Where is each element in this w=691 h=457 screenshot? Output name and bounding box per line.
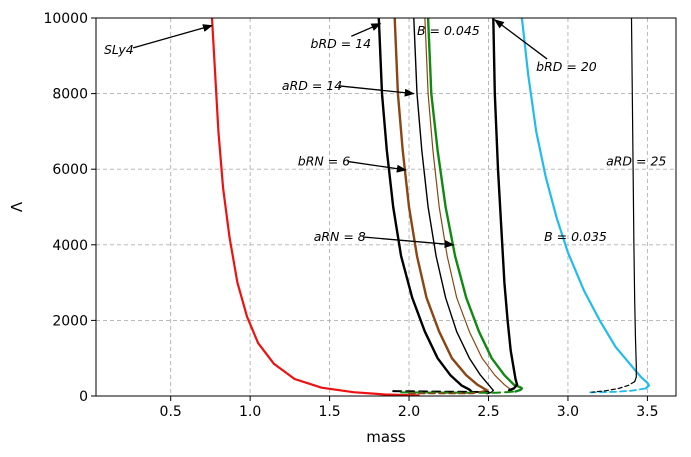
series-line: bRN = 6 (thin)	[424, 18, 513, 393]
annotation-arrow	[347, 160, 407, 173]
annotation-label: bRD = 14	[311, 36, 372, 51]
series-line: B = 0.035 (unstable)	[589, 387, 647, 394]
x-tick-label: 1.5	[318, 404, 340, 420]
series-line: bRD = 14	[377, 18, 473, 393]
series-line: B = 0.045	[426, 18, 524, 393]
series-line: unstable branch 2	[400, 390, 517, 394]
y-tick-label: 2000	[52, 313, 88, 329]
x-tick-label: 0.5	[160, 404, 182, 420]
y-tick-label: 10000	[43, 11, 88, 27]
annotation-label: bRN = 6	[298, 153, 350, 168]
annotation-label: aRD = 25	[606, 153, 666, 168]
annotation-label: aRN = 8	[314, 229, 366, 244]
series-line: aRD = 25	[630, 18, 637, 383]
grid	[96, 18, 676, 396]
series-line: SLy4	[210, 18, 420, 396]
series-line: bRD = 20	[492, 18, 519, 392]
series-line: aRN = 8	[413, 18, 494, 395]
axis-ticks: 0.5 1.0 1.5 2.0 2.5 3.0 3.5 0 2000 4000 6000 8000 10…	[43, 11, 658, 420]
x-tick-label: 1.0	[239, 404, 261, 420]
annotation-label: B = 0.045	[417, 23, 480, 38]
annotation-arrow	[494, 19, 548, 60]
annotations: SLy4 bRD = 14 B = 0.045 aRD = 14 bRD = 20 bRN…	[104, 19, 666, 249]
x-tick-label: 2.5	[477, 404, 499, 420]
x-tick-label: 3.0	[557, 404, 579, 420]
annotation-arrow	[132, 24, 213, 49]
annotation-arrow	[363, 236, 455, 249]
x-axis-label: mass	[366, 428, 406, 446]
annotation-arrow	[338, 85, 415, 97]
annotation-label: SLy4	[104, 42, 134, 57]
series-line: B = 0.035	[520, 18, 651, 390]
y-axis-label: Λ	[8, 201, 26, 212]
annotation-label: B = 0.035	[544, 229, 607, 244]
annotation-arrow	[351, 23, 382, 37]
series-line: aRD = 25 (unstable)	[591, 381, 636, 393]
series-line: bRN = 6	[393, 18, 489, 392]
series-line: unstable branch 3	[408, 389, 488, 395]
x-tick-label: 2.0	[398, 404, 420, 420]
y-tick-label: 6000	[52, 162, 88, 178]
y-tick-label: 4000	[52, 238, 88, 254]
plot-frame	[95, 17, 677, 397]
annotation-label: aRD = 14	[282, 78, 342, 93]
annotation-label: bRD = 20	[536, 59, 597, 74]
y-tick-label: 8000	[52, 87, 88, 103]
x-tick-label: 3.5	[636, 404, 658, 420]
y-tick-label: 0	[79, 389, 88, 405]
